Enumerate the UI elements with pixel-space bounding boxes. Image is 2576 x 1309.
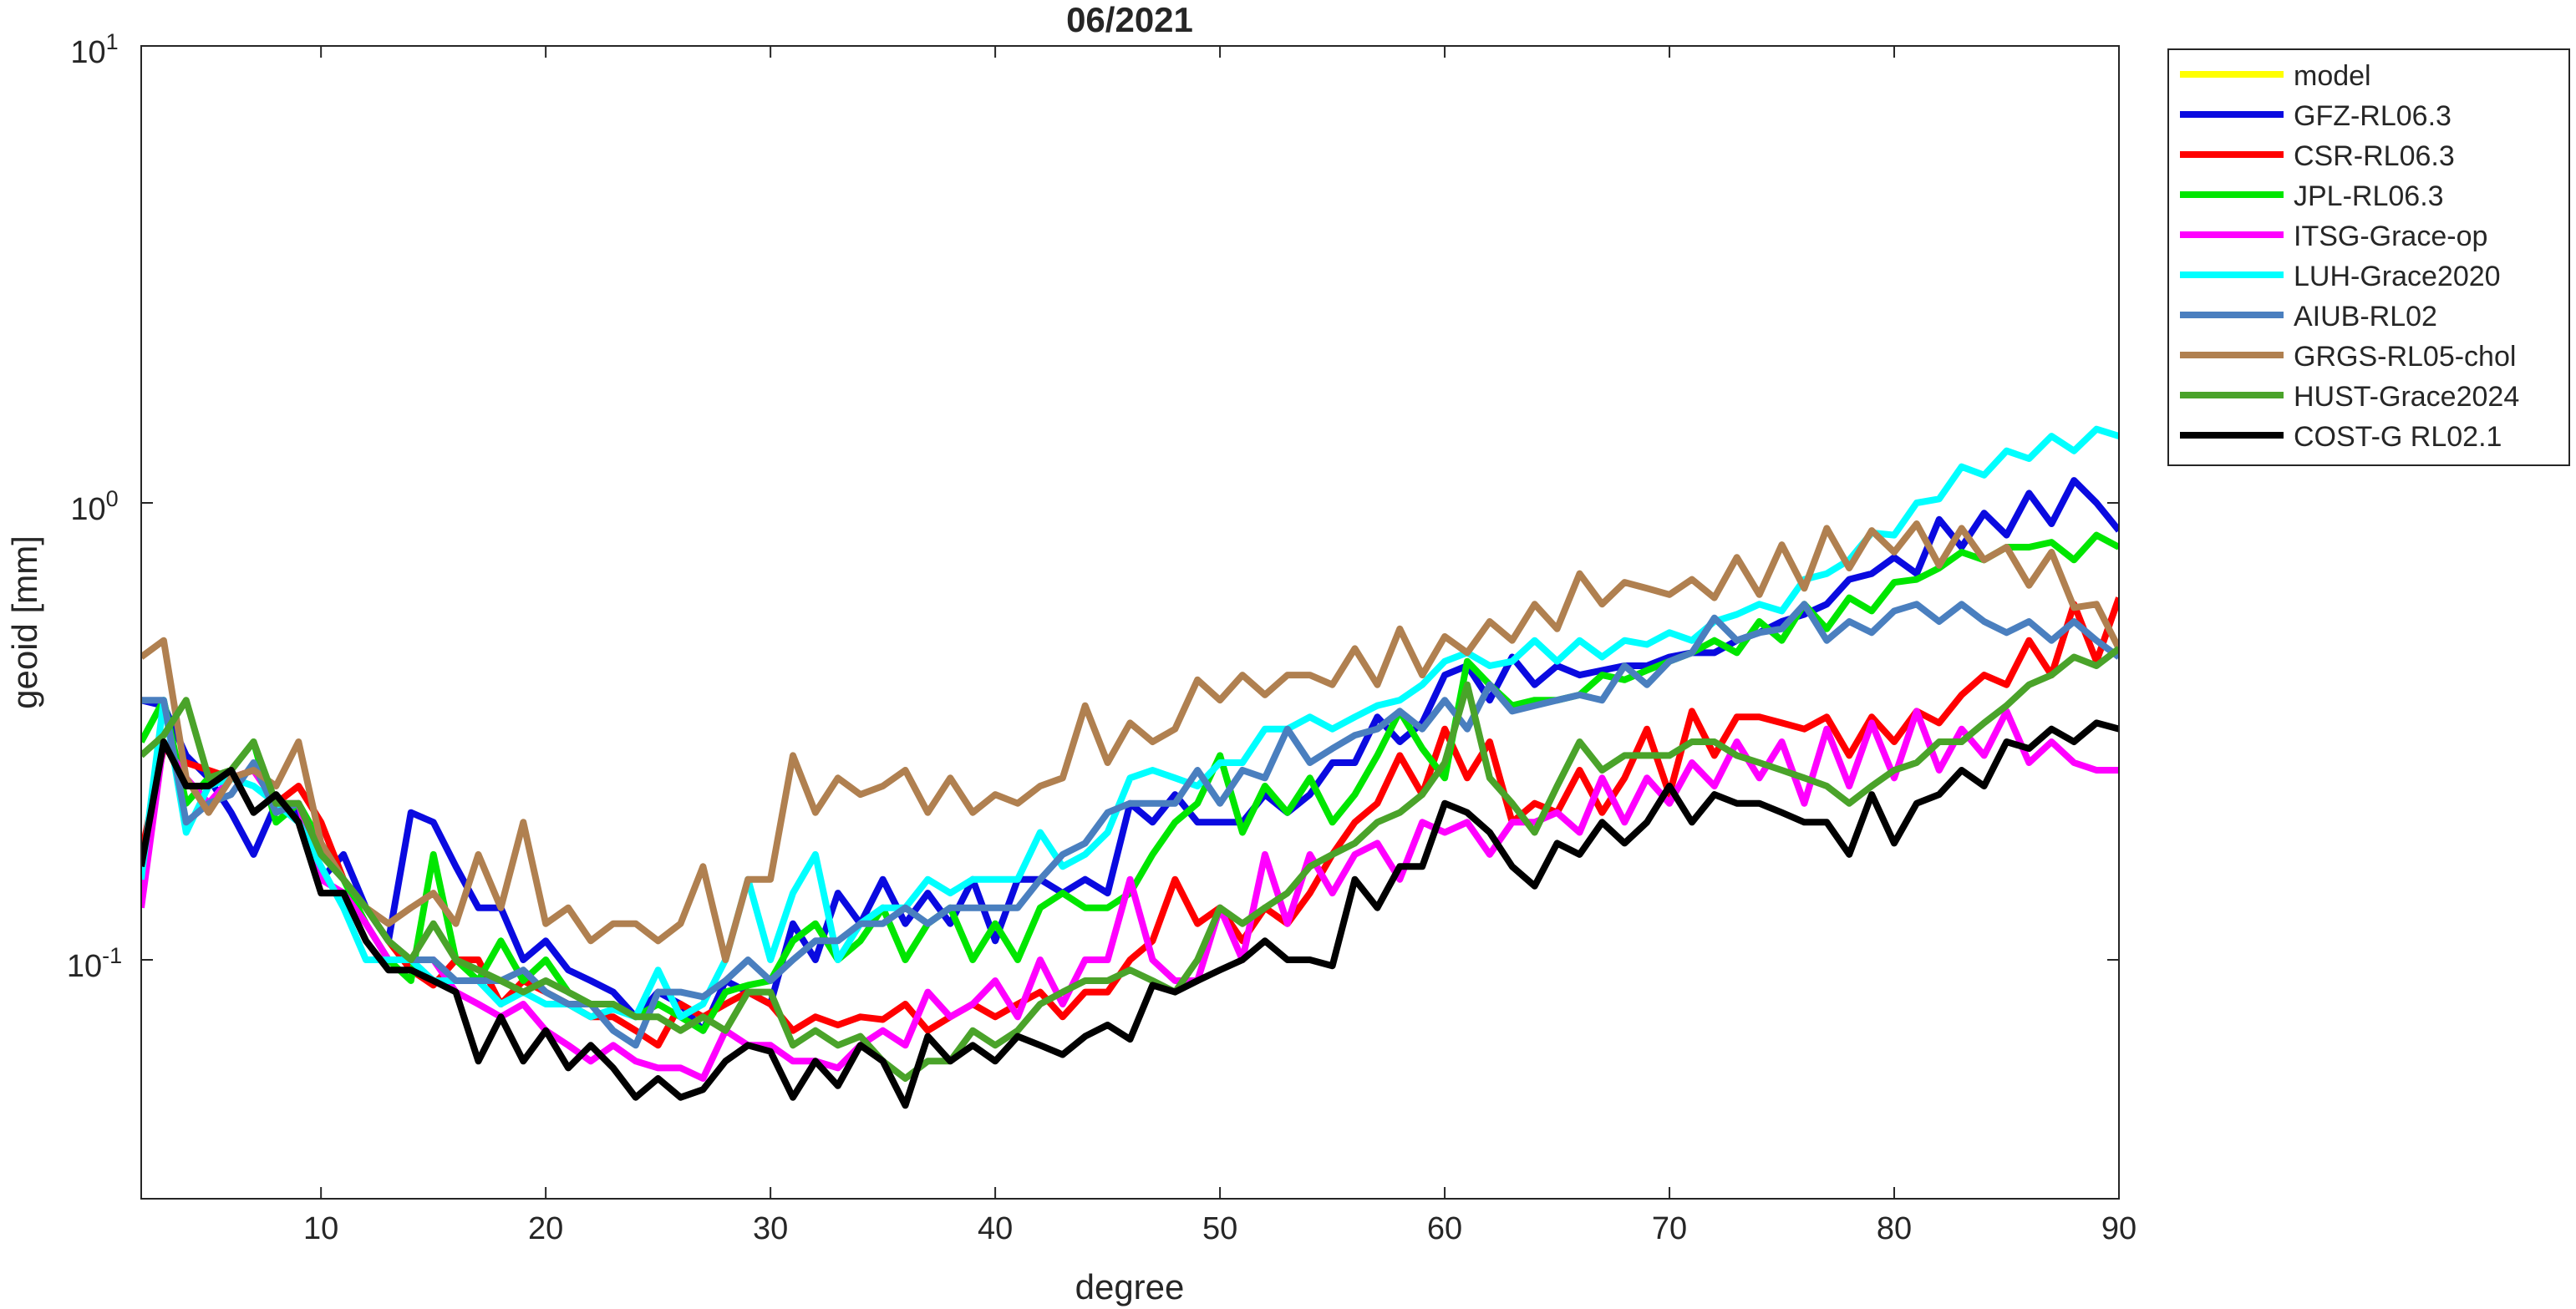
series-line (141, 601, 2119, 1049)
x-tick-label: 40 (978, 1211, 1013, 1246)
x-tick-label: 30 (753, 1211, 788, 1246)
y-tick-label: 100 (70, 486, 118, 527)
y-tick-label: 10-1 (67, 943, 122, 984)
y-tick-label: 101 (70, 29, 118, 70)
legend-label: GFZ-RL06.3 (2294, 100, 2452, 132)
legend-label: GRGS-RL05-chol (2294, 341, 2516, 373)
chart-title: 06/2021 (1066, 0, 1193, 39)
x-tick-label: 90 (2101, 1211, 2137, 1246)
legend-label: HUST-Grace2024 (2294, 381, 2519, 413)
x-tick-label: 50 (1202, 1211, 1237, 1246)
x-tick-label: 10 (303, 1211, 338, 1246)
x-tick-label: 60 (1427, 1211, 1462, 1246)
series-line (141, 708, 2119, 1082)
series-line (141, 531, 2119, 1034)
series-line (141, 646, 2119, 1082)
x-tick-label: 80 (1877, 1211, 1912, 1246)
axes-box (140, 45, 2120, 1200)
y-axis-label: geoid [mm] (5, 535, 44, 709)
legend-label: model (2294, 60, 2371, 92)
series-line (141, 520, 2119, 963)
legend-label: COST-G RL02.1 (2294, 421, 2502, 453)
legend-label: CSR-RL06.3 (2294, 140, 2455, 172)
legend-label: ITSG-Grace-op (2294, 221, 2487, 252)
x-tick-label: 70 (1652, 1211, 1687, 1246)
legend-label: JPL-RL06.3 (2294, 180, 2444, 212)
series-line (141, 719, 2119, 1109)
x-axis-label: degree (1075, 1267, 1185, 1306)
legend-label: AIUB-RL02 (2294, 301, 2437, 332)
legend-label: LUH-Grace2020 (2294, 261, 2501, 292)
series-line (141, 596, 2119, 1049)
x-tick-label: 20 (528, 1211, 563, 1246)
